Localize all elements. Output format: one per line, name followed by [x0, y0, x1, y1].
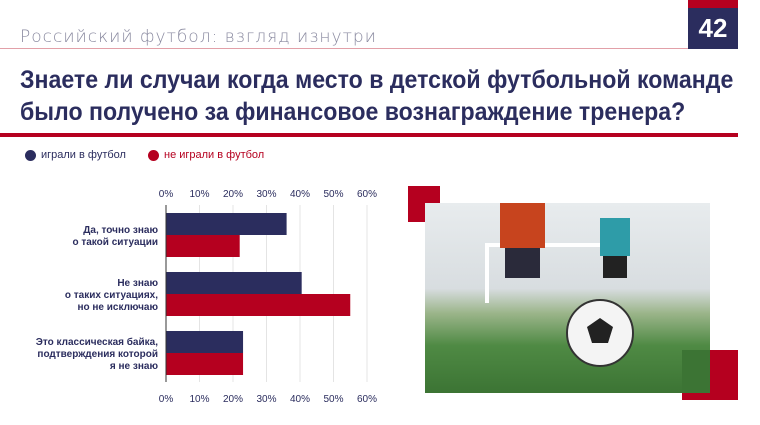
page-title-line: Знаете ли случаи когда место в детской ф… — [20, 66, 740, 94]
category-label: я не знаю — [110, 361, 159, 372]
category-label: но не исключаю — [77, 302, 158, 313]
tick-label: 30% — [256, 189, 276, 200]
legend-not-played: не играли в футбол — [148, 149, 264, 161]
category-label: Да, точно знаю — [83, 225, 158, 236]
bar-not-played — [166, 235, 240, 257]
tick-label: 60% — [357, 394, 377, 405]
photo-corner — [682, 350, 710, 393]
bar-chart: 0% 0% 10% 10% 20% 20% 30% 30% 40% 40% 50% 50% 60% 60%… — [36, 189, 377, 405]
category-label: Не знаю — [117, 278, 158, 289]
football-photo — [425, 203, 710, 393]
bar-not-played — [166, 294, 351, 316]
legend-dot-navy — [25, 149, 36, 161]
legend-label: играли в футбол — [41, 149, 126, 161]
title-divider — [0, 133, 738, 137]
tick-label: 10% — [189, 189, 209, 200]
tick-label: 20% — [223, 189, 243, 200]
tick-label: 40% — [290, 394, 310, 405]
page-title-line: было получено за финансовое вознагражден… — [20, 98, 686, 126]
legend-played: играли в футбол — [25, 149, 126, 161]
tick-label: 10% — [189, 394, 209, 405]
legend-dot-red — [148, 149, 159, 161]
category-label: подтверждения которой — [37, 349, 158, 360]
bar-not-played — [166, 353, 244, 375]
report-subtitle: Российский футбол: взгляд изнутри — [20, 27, 377, 47]
bar-played — [166, 272, 302, 294]
bar-played — [166, 213, 287, 235]
tick-label: 60% — [357, 189, 377, 200]
header-divider — [0, 48, 688, 49]
tick-label: 30% — [256, 394, 276, 405]
tick-label: 50% — [323, 394, 343, 405]
category-label: о таких ситуациях, — [65, 290, 158, 301]
bar-played — [166, 331, 244, 353]
tick-label: 40% — [290, 189, 310, 200]
tick-label: 0% — [159, 189, 174, 200]
page-title: Знаете ли случаи когда место в детской ф… — [20, 64, 740, 128]
tick-label: 0% — [159, 394, 174, 405]
category-label: Это классическая байка, — [36, 336, 159, 348]
tick-label: 20% — [223, 394, 243, 405]
legend-label: не играли в футбол — [164, 149, 265, 161]
category-label: о такой ситуации — [72, 237, 158, 248]
tick-label: 50% — [323, 189, 343, 200]
page-number: 42 — [688, 0, 738, 49]
